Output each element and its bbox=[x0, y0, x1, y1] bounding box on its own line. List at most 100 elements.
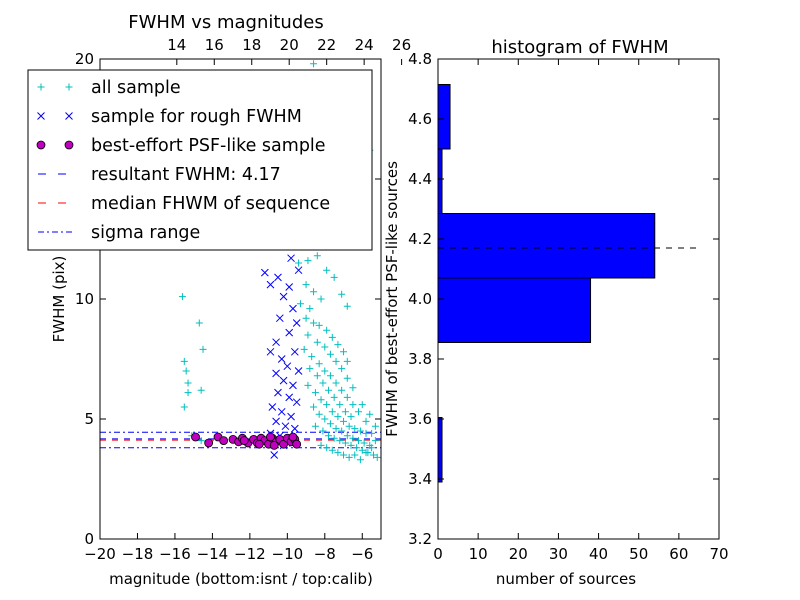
rough-fwhm-point bbox=[266, 347, 275, 356]
scatter-top-tick-label: 18 bbox=[242, 36, 261, 54]
all-sample-point bbox=[180, 403, 188, 411]
all-sample-point bbox=[325, 432, 333, 440]
histogram-x-tick-label: 40 bbox=[589, 545, 608, 563]
rough-fwhm-point bbox=[290, 424, 299, 433]
all-sample-point bbox=[317, 295, 325, 303]
all-sample-point bbox=[323, 266, 331, 274]
histogram-bar bbox=[437, 148, 443, 214]
all-sample-point bbox=[332, 379, 340, 387]
all-sample-point bbox=[358, 446, 366, 454]
all-sample-point bbox=[323, 401, 331, 409]
scatter-xlabel: magnitude (bottom:isnt / top:calib) bbox=[109, 570, 373, 588]
rough-fwhm-point bbox=[283, 362, 292, 371]
plus-icon bbox=[65, 83, 73, 91]
all-sample-point bbox=[317, 441, 325, 449]
all-sample-point bbox=[310, 403, 318, 411]
scatter-x-tick-label: −8 bbox=[314, 545, 336, 563]
scatter-y-tick-label: 10 bbox=[75, 290, 94, 308]
all-sample-point bbox=[326, 372, 334, 380]
all-sample-point bbox=[371, 437, 379, 445]
histogram-bar bbox=[437, 84, 451, 150]
all-sample-point bbox=[330, 273, 338, 281]
all-sample-point bbox=[195, 319, 203, 327]
all-sample-point bbox=[336, 437, 344, 445]
all-sample-point bbox=[345, 453, 353, 461]
all-sample-point bbox=[323, 326, 331, 334]
all-sample-point bbox=[347, 441, 355, 449]
all-sample-point bbox=[306, 365, 314, 373]
histogram-x-tick-label: 60 bbox=[669, 545, 688, 563]
all-sample-point bbox=[328, 333, 336, 341]
all-sample-point bbox=[366, 410, 374, 418]
rough-fwhm-point bbox=[289, 381, 297, 390]
all-sample-point bbox=[315, 321, 323, 329]
all-sample-point bbox=[343, 357, 351, 365]
rough-fwhm-point bbox=[292, 319, 301, 327]
histogram-xlabel: number of sources bbox=[496, 570, 636, 588]
all-sample-point bbox=[338, 365, 346, 373]
all-sample-point bbox=[368, 444, 376, 452]
all-sample-point bbox=[330, 393, 338, 401]
rough-fwhm-point bbox=[294, 367, 303, 375]
all-sample-point bbox=[355, 437, 363, 445]
all-sample-point bbox=[300, 345, 308, 353]
scatter-x-tick-label: −18 bbox=[122, 545, 154, 563]
rough-fwhm-point bbox=[272, 369, 280, 378]
cross-icon bbox=[65, 112, 73, 120]
all-sample-point bbox=[370, 451, 378, 459]
scatter-top-tick-label: 24 bbox=[355, 36, 374, 54]
all-sample-point bbox=[197, 386, 205, 394]
all-sample-point bbox=[373, 453, 381, 461]
histogram-y-tick-label: 4.4 bbox=[408, 170, 432, 188]
legend-label: sigma range bbox=[91, 223, 200, 243]
rough-fwhm-point bbox=[272, 338, 280, 347]
legend-label: median FHWM of sequence bbox=[91, 194, 330, 214]
scatter-x-tick-label: −20 bbox=[84, 545, 116, 563]
all-sample-point bbox=[311, 389, 319, 397]
all-sample-point bbox=[340, 417, 348, 425]
all-sample-point bbox=[341, 439, 349, 447]
legend-entry: sigma range bbox=[38, 223, 200, 243]
all-sample-point bbox=[178, 293, 186, 301]
all-sample-point bbox=[313, 372, 321, 380]
all-sample-point bbox=[356, 427, 364, 435]
all-sample-point bbox=[340, 451, 348, 459]
rough-fwhm-point bbox=[279, 376, 288, 385]
all-sample-point bbox=[321, 415, 329, 423]
histogram-bar bbox=[437, 213, 656, 279]
rough-fwhm-point bbox=[292, 398, 301, 407]
histogram-x-tick-label: 0 bbox=[433, 545, 443, 563]
all-sample-point bbox=[336, 401, 344, 409]
histogram-y-tick-label: 3.4 bbox=[408, 470, 432, 488]
psf-sample-markers bbox=[191, 432, 302, 450]
all-sample-point bbox=[310, 288, 318, 296]
all-sample-point bbox=[353, 444, 361, 452]
all-sample-point bbox=[340, 348, 348, 356]
all-sample-point bbox=[338, 290, 346, 298]
all-sample-point bbox=[315, 360, 323, 368]
all-sample-point bbox=[306, 305, 314, 313]
all-sample-point bbox=[311, 422, 319, 430]
histogram-y-tick-label: 3.6 bbox=[408, 410, 432, 428]
all-sample-point bbox=[321, 367, 329, 375]
circle-icon bbox=[36, 140, 46, 150]
all-sample-point bbox=[326, 350, 334, 358]
rough-fwhm-point bbox=[285, 328, 294, 337]
legend-entry: best-effort PSF-like sample bbox=[36, 136, 326, 156]
histogram-y-tick-label: 4.2 bbox=[408, 230, 432, 248]
all-sample-point bbox=[343, 302, 351, 310]
all-sample-point bbox=[304, 381, 312, 389]
legend-label: resultant FWHM: 4.17 bbox=[91, 165, 281, 185]
all-sample-point bbox=[355, 408, 363, 416]
all-sample-point bbox=[343, 393, 351, 401]
legend-label: best-effort PSF-like sample bbox=[91, 136, 326, 156]
all-sample-point bbox=[323, 444, 331, 452]
all-sample-point bbox=[319, 379, 327, 387]
scatter-top-tick-label: 16 bbox=[205, 36, 224, 54]
legend-label: all sample bbox=[91, 78, 181, 98]
all-sample-point bbox=[362, 417, 370, 425]
psf-sample-point bbox=[292, 439, 302, 449]
all-sample-point bbox=[347, 413, 355, 421]
all-sample-point bbox=[326, 420, 334, 428]
